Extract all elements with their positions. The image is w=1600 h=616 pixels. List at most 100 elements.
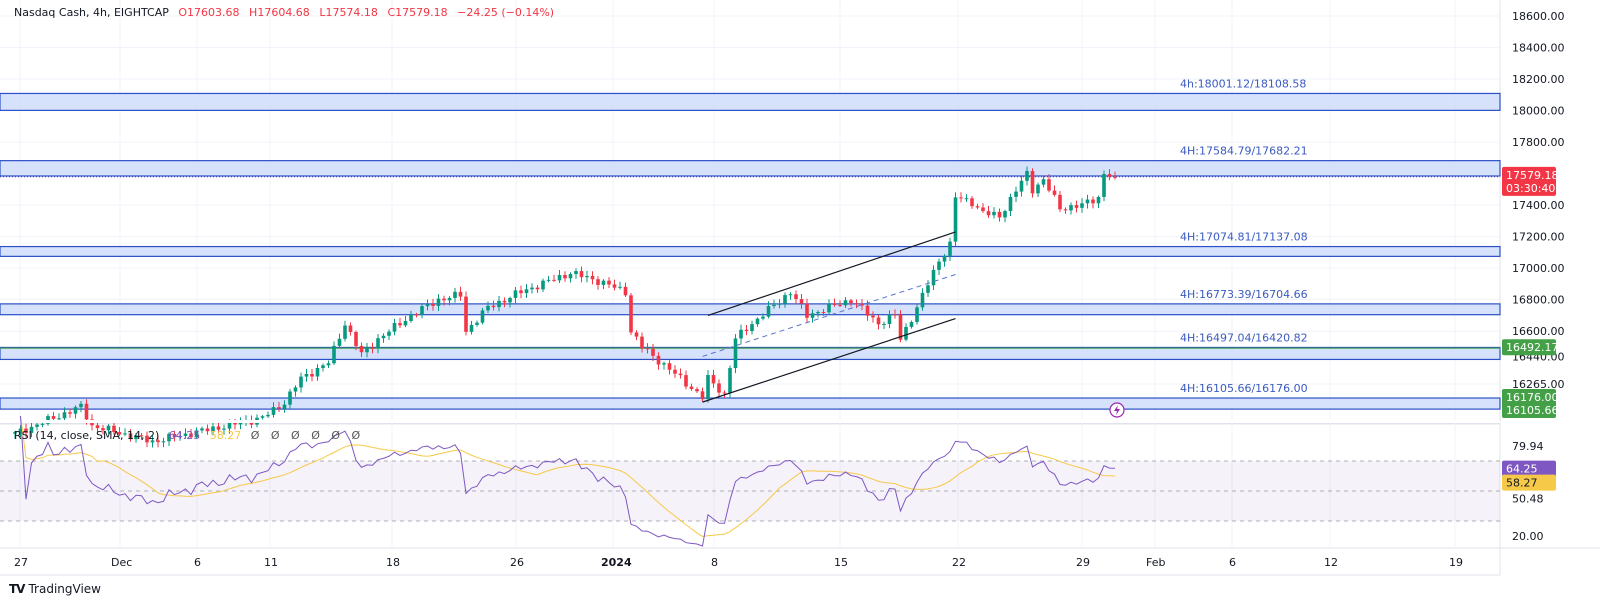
support-price-tag-text: 16492.17 <box>1506 341 1559 354</box>
candle-body <box>838 304 842 306</box>
candle-body <box>843 300 848 306</box>
candle-body <box>1113 176 1117 178</box>
candle <box>579 266 584 283</box>
candle-body <box>35 424 39 427</box>
candle-body <box>84 403 89 420</box>
candle-body <box>772 304 776 307</box>
candle-body <box>557 275 562 281</box>
low-value: L17574.18 <box>319 6 378 19</box>
candle-body <box>662 363 666 365</box>
candle <box>788 292 793 300</box>
candle <box>183 428 188 439</box>
time-axis-label: 29 <box>1076 556 1090 569</box>
candle <box>623 282 628 298</box>
price-axis-label: 17000.00 <box>1512 262 1565 275</box>
candle-body <box>805 303 809 318</box>
candle-body <box>645 348 650 350</box>
candle <box>145 431 149 448</box>
candle <box>425 299 430 311</box>
candle-body <box>150 440 155 443</box>
candle-body <box>1074 205 1079 208</box>
candle <box>755 317 760 327</box>
candle <box>194 427 199 439</box>
candle-body <box>607 280 611 285</box>
candle-body <box>986 211 991 216</box>
candle <box>695 387 699 393</box>
candle <box>24 423 28 438</box>
rsi-value-tag-bg <box>1502 460 1556 477</box>
candle <box>1074 200 1079 213</box>
candle <box>1036 182 1040 197</box>
zone-label: 4H:16497.04/16420.82 <box>1180 331 1308 344</box>
supply-demand-zone <box>0 346 1501 361</box>
zone-price-tag-text: 16105.66 <box>1506 404 1559 417</box>
candle <box>783 292 787 308</box>
candle-body <box>409 314 413 321</box>
tradingview-logo[interactable]: TV TradingView <box>9 582 101 596</box>
candle-body <box>651 348 655 356</box>
candle <box>920 288 925 311</box>
candle-body <box>354 332 358 347</box>
candle <box>871 311 875 323</box>
candle-body <box>480 310 485 323</box>
candle-body <box>942 255 947 262</box>
candle <box>370 342 375 354</box>
zone-price-tag-bg <box>1502 389 1556 419</box>
candle <box>876 315 881 330</box>
candle-body <box>1058 194 1062 210</box>
candle <box>420 303 424 319</box>
candle <box>277 401 281 413</box>
rsi-sma-tag-text: 58.27 <box>1506 477 1538 490</box>
candle-body <box>1014 191 1018 197</box>
candle <box>200 426 204 434</box>
rsi-sma-tag-bg <box>1502 474 1556 491</box>
candle-body <box>1008 196 1013 212</box>
candle-body <box>227 421 232 429</box>
candle-body <box>552 279 556 281</box>
candle <box>981 203 985 213</box>
candle-body <box>425 304 430 307</box>
candle-body <box>678 373 683 376</box>
candle <box>464 291 468 336</box>
candle-body <box>755 318 760 325</box>
candle-body <box>321 365 325 369</box>
candle-body <box>376 338 380 349</box>
candle-body <box>788 294 793 296</box>
candle-body <box>161 441 166 443</box>
rsi-sma-tag: 58.27 <box>1502 474 1556 491</box>
price-axis-label: 18000.00 <box>1512 105 1565 118</box>
candle-body <box>964 198 969 200</box>
candle-body <box>541 280 545 290</box>
candle-body <box>420 306 424 315</box>
candle-body <box>189 433 193 438</box>
candle-body <box>849 300 853 304</box>
candle <box>436 294 441 312</box>
supply-demand-zone <box>0 397 1501 410</box>
time-axis-label: 11 <box>264 556 278 569</box>
candle-body <box>315 368 320 377</box>
rsi-sma-line <box>20 415 1116 537</box>
candle-body <box>139 435 144 437</box>
candle <box>568 272 573 283</box>
candle-body <box>205 428 210 432</box>
price-axis-label: 16265.00 <box>1512 378 1565 391</box>
candle-body <box>178 435 182 438</box>
candle <box>332 341 336 366</box>
candle <box>381 333 386 343</box>
zone-label: 4H:16105.66/16176.00 <box>1180 382 1308 395</box>
candle-body <box>271 407 276 415</box>
candle <box>29 421 34 438</box>
candle <box>293 385 298 397</box>
candle <box>117 427 122 437</box>
candle-body <box>167 433 171 442</box>
candle-body <box>398 323 402 326</box>
last-price-tag-text: 03:30:40 <box>1506 182 1555 195</box>
candle <box>915 304 919 325</box>
candle-body <box>62 412 67 419</box>
rsi-axis-label: 79.94 <box>1512 440 1544 453</box>
time-axis-label: 6 <box>1229 556 1236 569</box>
zone-label: 4H:17074.81/17137.08 <box>1180 231 1308 244</box>
tradingview-logo-icon: TV <box>9 582 26 596</box>
